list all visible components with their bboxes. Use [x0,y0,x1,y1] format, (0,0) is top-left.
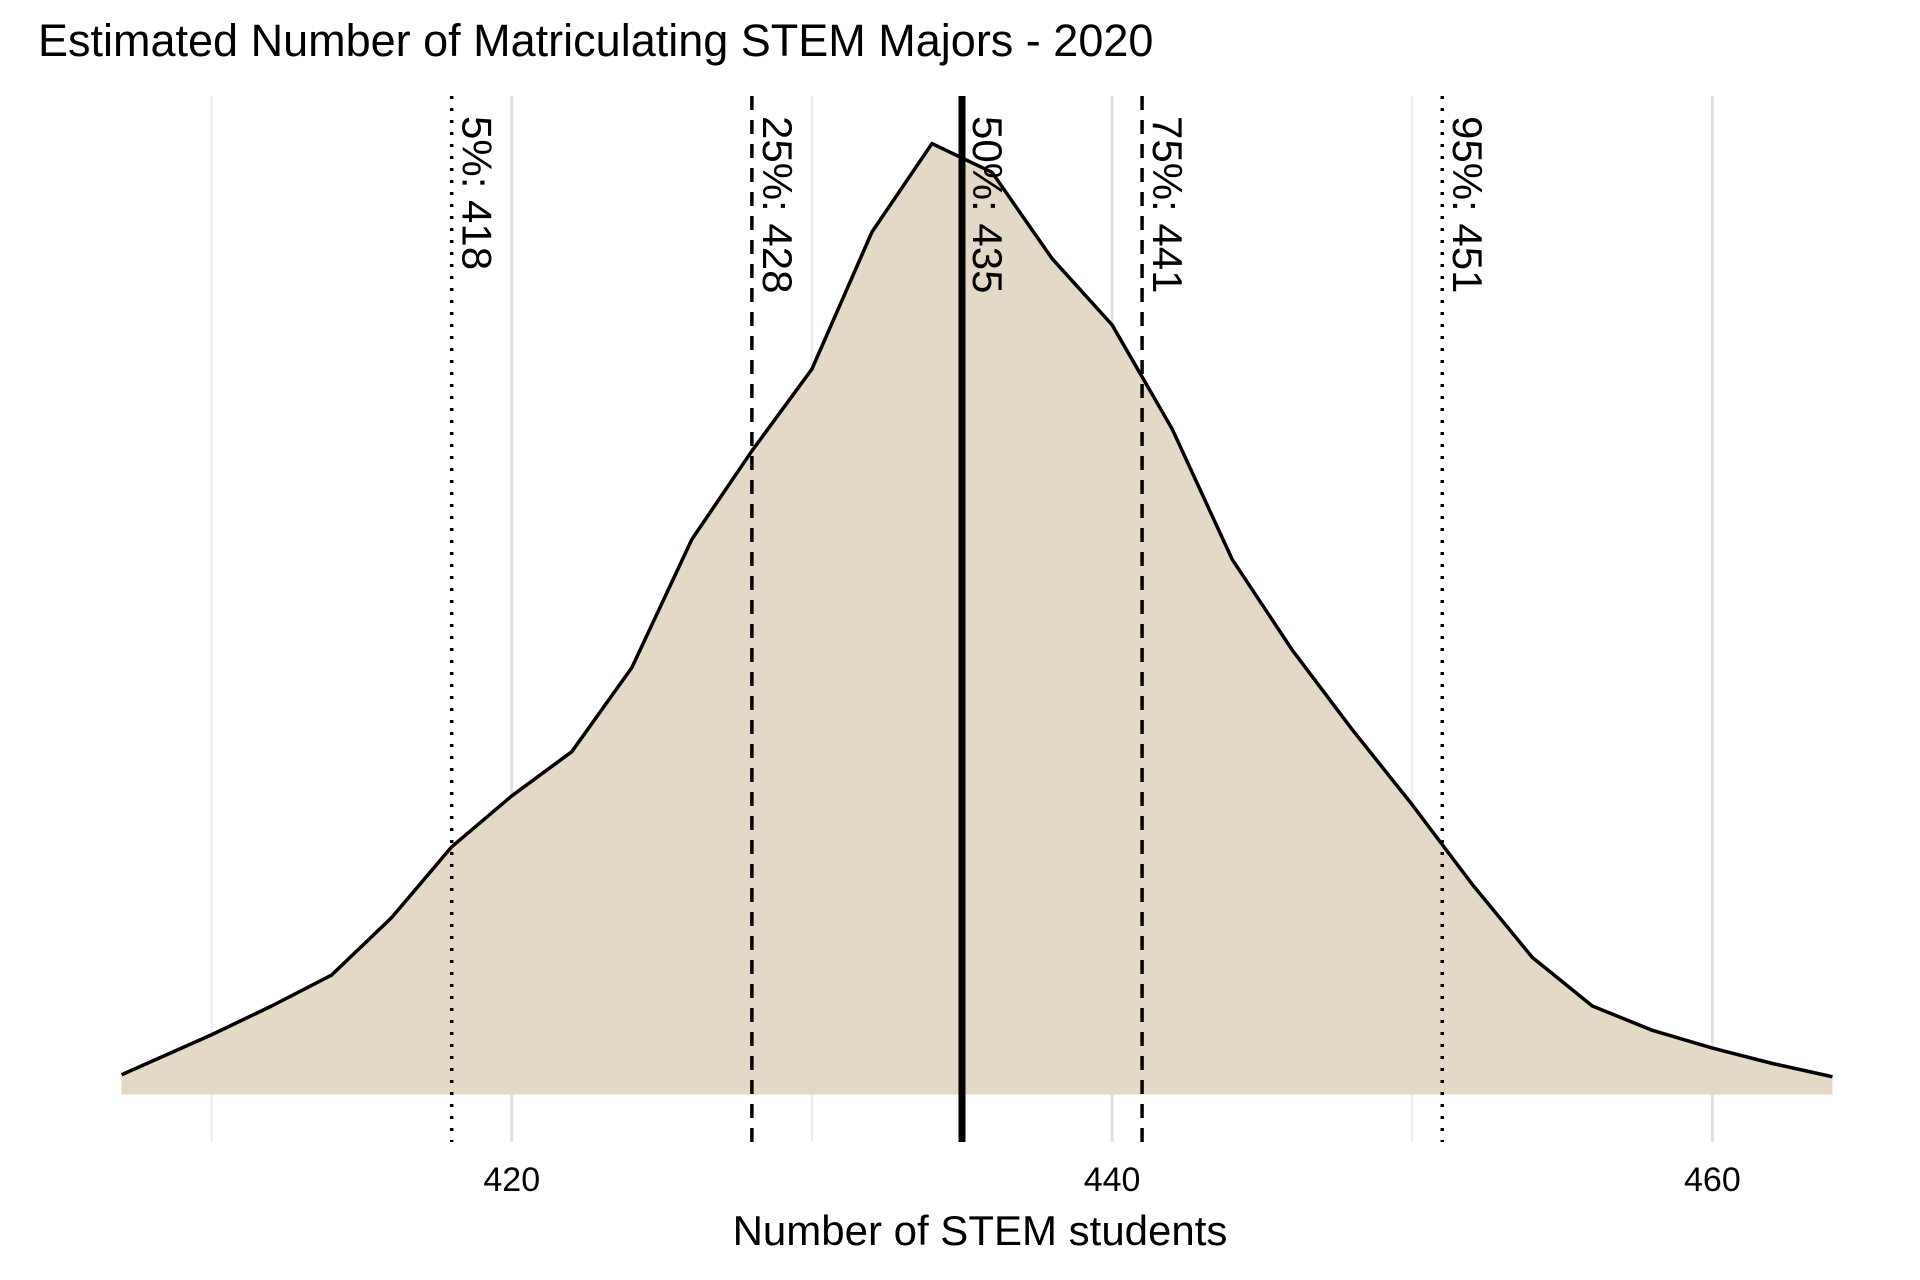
quantile-label: 25%: 428 [754,116,801,293]
density-line [120,141,1833,1079]
x-axis-title: Number of STEM students [733,1207,1228,1254]
density-area [121,143,1833,1095]
chart-title: Estimated Number of Matriculating STEM M… [38,15,1153,66]
quantile-label: 5%: 418 [454,116,501,270]
quantile-label: 75%: 441 [1144,116,1191,293]
x-tick-label: 460 [1684,1161,1741,1199]
x-tick-label: 440 [1084,1161,1141,1199]
quantile-label: 95%: 451 [1444,116,1491,293]
x-tick-label: 420 [483,1161,540,1199]
quantile-label: 50%: 435 [964,116,1011,293]
